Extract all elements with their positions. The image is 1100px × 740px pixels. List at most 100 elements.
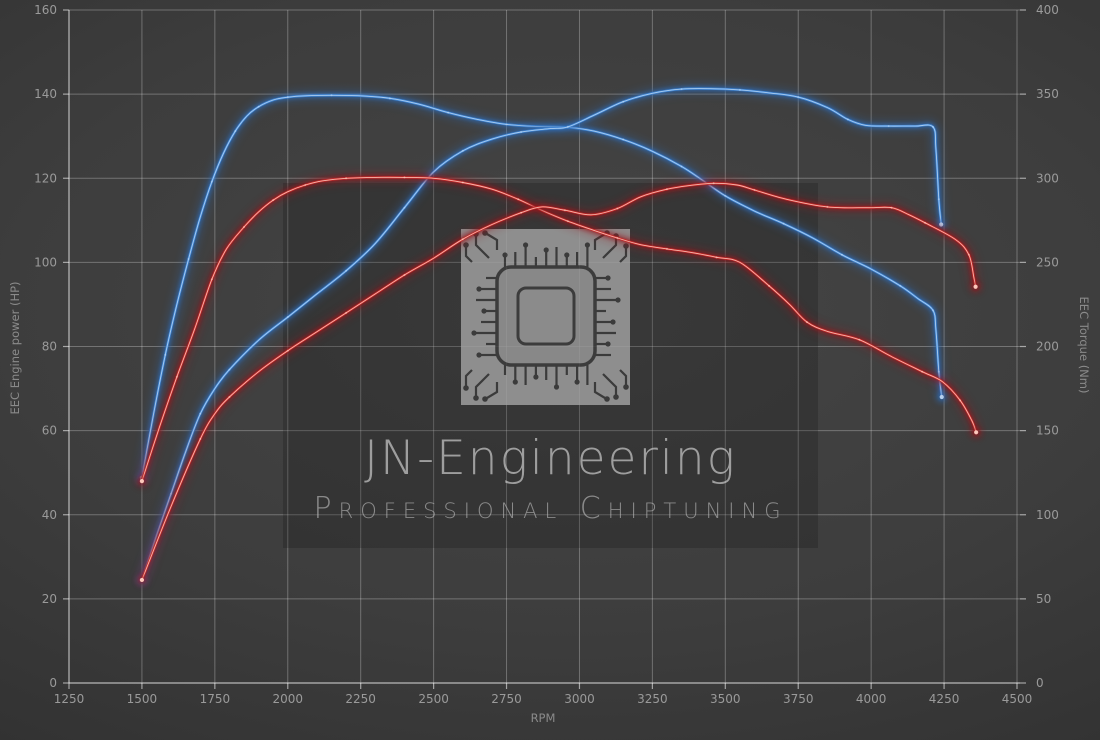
chip-via [481,308,487,314]
data-point [520,211,523,214]
endpoint-marker [939,394,944,400]
chip-via [482,396,488,402]
chip-trace [464,369,473,386]
chip-via [615,297,621,303]
x-tick-label: 1500 [127,692,158,706]
right-axis-title: EEC Torque (Nm) [1077,297,1091,394]
curve-power-red [135,177,982,586]
chip-via [473,395,479,401]
chip-via [610,319,616,325]
x-tick-label: 3750 [783,692,814,706]
chip-via [476,352,482,358]
chip-logo [461,229,630,405]
data-point [805,321,808,324]
y-left-tick-label: 80 [42,340,57,354]
x-tick-label: 4250 [929,692,960,706]
data-point [330,94,333,97]
data-point [616,207,619,210]
data-point [403,273,406,276]
curve-highlight [141,94,943,479]
data-point [890,206,893,209]
data-point [461,149,464,152]
data-point [753,189,756,192]
x-tick-label: 3500 [710,692,741,706]
data-point [234,130,237,133]
data-point [461,181,464,184]
data-point [164,353,167,356]
data-point [286,349,289,352]
y-right-tick-label: 150 [1036,424,1059,438]
y-left-tick-label: 60 [42,424,57,438]
y-right-tick-label: 0 [1036,676,1044,690]
chip-trace [486,382,499,399]
y-left-tick-label: 20 [42,592,57,606]
y-left-tick-label: 100 [34,255,57,269]
chip-trace [474,373,490,396]
x-tick-label: 1750 [200,692,231,706]
data-point [616,236,619,239]
data-point [931,125,934,128]
y-right-tick-label: 50 [1036,592,1051,606]
y-left-tick-label: 40 [42,508,57,522]
data-point [187,258,190,261]
chip-via [463,385,469,391]
data-point [724,194,727,197]
y-right-tick-label: 350 [1036,87,1059,101]
chip-via [613,394,619,400]
data-point [345,269,348,272]
endpoint-marker [973,284,978,289]
data-point [304,183,307,186]
chip-trace [593,382,606,399]
data-point [899,284,902,287]
endpoint-marker [139,479,145,484]
chip-via [543,247,549,253]
x-tick-label: 4000 [856,692,887,706]
chip-via [605,341,611,347]
data-point [887,125,890,128]
axes [63,9,1026,689]
left-axis-title: EEC Engine power (HP) [8,281,22,414]
y-right-tick-label: 250 [1036,255,1059,269]
data-point [447,111,450,114]
data-point [199,412,202,415]
data-point [797,96,800,99]
data-point [924,221,927,224]
data-point [622,138,625,141]
data-point [505,123,508,126]
data-point [175,375,178,378]
endpoint-marker [974,430,979,435]
chip-via [533,374,539,380]
data-point [461,238,464,241]
chip-via [512,379,518,385]
data-point [680,88,683,91]
data-point [738,88,741,91]
chip-via [523,242,529,248]
x-tick-label: 2000 [272,692,303,706]
data-point [680,165,683,168]
curve-highlight [141,88,942,581]
data-point [846,118,849,121]
chip-via [502,252,508,258]
chip-via [476,286,482,292]
data-point [345,311,348,314]
data-point [931,309,934,312]
data-point [937,198,940,201]
data-point [228,395,231,398]
x-tick-label: 4500 [1002,692,1033,706]
data-point [921,370,924,373]
chip-trace [464,247,473,263]
y-left-tick-label: 140 [34,87,57,101]
chip-trace [619,369,628,385]
data-point [858,338,861,341]
data-point [563,209,566,212]
x-tick-label: 3000 [564,692,595,706]
data-point [566,125,569,128]
data-point [782,222,785,225]
curve-highlight [141,182,977,581]
x-tick-label: 3250 [637,692,668,706]
chip-trace [474,236,490,259]
data-point [243,226,246,229]
data-point [520,130,523,133]
data-point [345,177,348,180]
